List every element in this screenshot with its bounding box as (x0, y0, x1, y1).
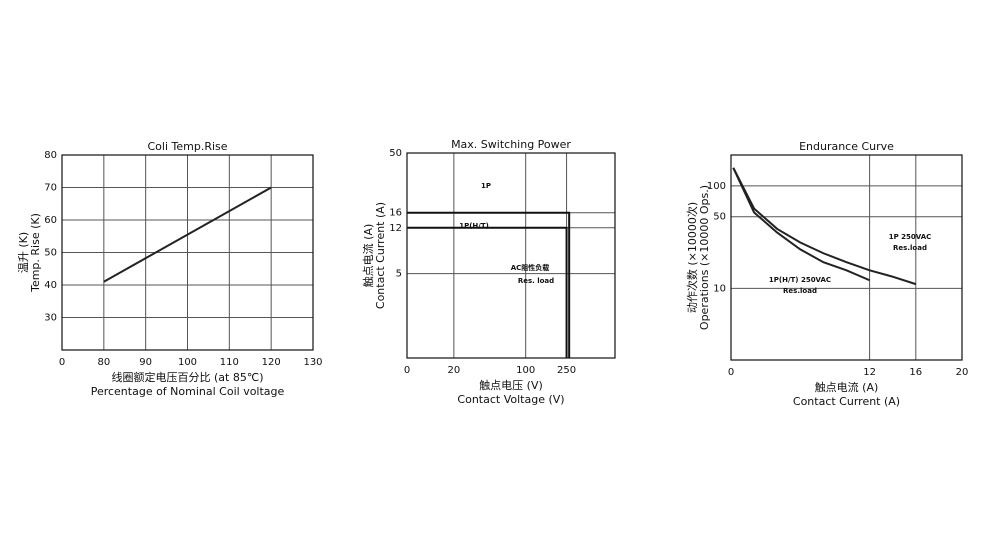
x-axis-label: Percentage of Nominal Coil voltage (91, 385, 285, 398)
y-tick-label: 50 (389, 148, 402, 159)
annotation: AC阻性负载 (511, 263, 550, 272)
y-tick-label: 5 (396, 269, 402, 280)
x-tick-label: 250 (557, 365, 576, 376)
x-tick-label: 80 (97, 357, 110, 368)
annotation: Res. load (518, 277, 554, 285)
y-tick-label: 100 (707, 181, 726, 192)
x-tick-label: 100 (516, 365, 535, 376)
x-tick-label: 12 (863, 367, 876, 378)
y-tick-label: 10 (713, 283, 726, 294)
annotation: 1P 250VAC (889, 233, 932, 241)
y-axis-label: Contact Current (A) (374, 202, 387, 309)
series-line (732, 167, 917, 286)
x-tick-label: 0 (404, 365, 410, 376)
y-axis-label: 动作次数 (×10000次) (685, 202, 699, 313)
series-line (407, 211, 571, 358)
x-tick-label: 0 (728, 367, 734, 378)
y-tick-label: 40 (44, 280, 57, 291)
y-tick-label: 80 (44, 150, 57, 161)
x-tick-label: 0 (59, 357, 65, 368)
annotation: 1P(H/T) 250VAC (769, 276, 831, 284)
x-axis-label: Contact Current (A) (793, 395, 900, 408)
y-tick-label: 70 (44, 183, 57, 194)
plot-frame (730, 154, 963, 361)
annotation: 1P (481, 182, 491, 190)
y-tick-label: 30 (44, 313, 57, 324)
y-tick-label: 12 (389, 223, 402, 234)
y-axis-label: Operations (×10000 Ops.) (698, 185, 711, 330)
series-line (103, 186, 272, 283)
chart-title: Endurance Curve (799, 140, 894, 153)
y-tick-label: 60 (44, 215, 57, 226)
series-line (732, 167, 870, 282)
y-axis-label: 温升 (K) (17, 232, 30, 273)
x-axis-label: 触点电压 (V) (479, 378, 543, 392)
x-axis-label: 线圈额定电压百分比 (at 85℃) (112, 370, 264, 384)
x-tick-label: 110 (220, 357, 239, 368)
annotation: Res.load (893, 244, 927, 252)
x-axis-label: Contact Voltage (V) (457, 393, 564, 406)
x-axis-label: 触点电流 (A) (815, 380, 879, 394)
x-tick-label: 16 (909, 367, 922, 378)
y-tick-label: 50 (44, 248, 57, 259)
x-tick-label: 20 (447, 365, 460, 376)
annotation: Res.load (783, 287, 817, 295)
y-axis-label: Temp. Rise (K) (29, 213, 42, 293)
chart-title: Coli Temp.Rise (147, 140, 227, 153)
plot-frame (61, 154, 314, 351)
x-tick-label: 20 (956, 367, 969, 378)
annotation: 1P(H/T) (459, 222, 489, 230)
y-tick-label: 50 (713, 212, 726, 223)
series-line (407, 226, 568, 358)
x-tick-label: 130 (303, 357, 322, 368)
x-tick-label: 100 (178, 357, 197, 368)
plot-frame (406, 152, 616, 359)
y-tick-label: 16 (389, 208, 402, 219)
x-tick-label: 120 (262, 357, 281, 368)
chart-title: Max. Switching Power (451, 138, 571, 151)
x-tick-label: 90 (139, 357, 152, 368)
y-axis-label: 触点电流 (A) (361, 224, 375, 288)
